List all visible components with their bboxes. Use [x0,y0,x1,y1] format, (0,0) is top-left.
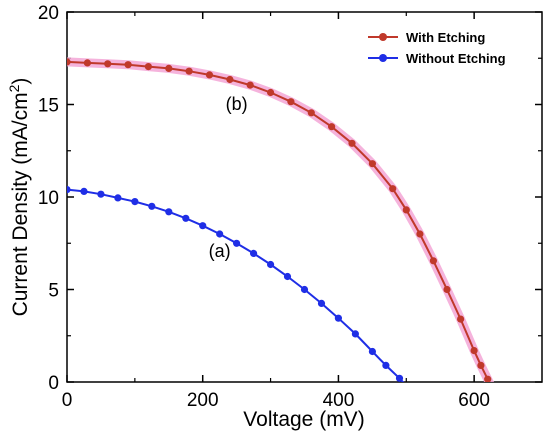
series-point-1 [67,186,71,194]
series-point-0 [389,185,397,193]
series-halo-0 [67,57,495,382]
curve-annotation: (b) [226,94,248,114]
series-point-0 [429,257,437,265]
series-point-1 [199,222,207,230]
series-point-0 [494,397,501,404]
series-point-0 [185,67,193,75]
series-line-0 [67,60,491,382]
series-point-0 [443,285,451,294]
series-point-0 [226,75,234,84]
series-point-0 [165,64,173,72]
legend-label-without-etching: Without Etching [406,51,506,66]
series-point-0 [368,160,376,168]
y-tick-label: 10 [38,188,59,209]
series-point-1 [283,272,292,281]
series-point-0 [491,390,498,397]
series-point-0 [246,81,254,89]
series-point-1 [413,393,420,400]
series-point-1 [368,347,376,356]
curve-annotation: (a) [209,241,231,261]
series-point-1 [300,285,309,294]
legend: With Etching Without Etching [368,30,506,66]
annotations: (b) (a) [209,94,248,261]
legend-marker-with-etching [379,33,387,41]
series-point-1 [97,190,105,198]
series-point-0 [287,98,295,106]
series-point-1 [114,194,122,202]
y-tick-label: 20 [38,3,59,24]
series-point-0 [457,315,465,323]
y-tick-label: 5 [48,281,59,302]
series-point-1 [165,208,173,216]
series-point-1 [80,187,88,195]
x-axis-title: Voltage (mV) [243,408,364,431]
series-point-1 [382,361,390,369]
legend-marker-without-etching [379,54,387,62]
legend-label-with-etching: With Etching [406,30,485,45]
series-point-1 [406,386,413,393]
series-point-0 [144,63,152,71]
series-point-1 [250,249,258,257]
series-point-1 [148,202,156,210]
plot-area [67,57,501,404]
y-axis-title: Current Density (mA/cm2) [6,78,32,317]
series-point-1 [334,314,342,322]
series-point-0 [484,375,492,382]
series-point-0 [307,109,315,117]
series-point-0 [205,71,214,79]
series-point-0 [348,139,356,147]
series-point-1 [317,299,326,307]
x-tick-label: 400 [323,390,355,411]
series-point-1 [351,330,359,338]
series-point-0 [104,60,112,68]
series-point-0 [67,58,71,66]
x-tick-label: 0 [62,390,73,411]
series-point-0 [402,206,410,214]
series-point-0 [477,361,485,369]
series-point-1 [395,374,404,382]
series-point-0 [416,230,424,238]
series-point-1 [233,239,241,247]
x-tick-label: 600 [458,390,490,411]
series-point-1 [216,230,224,238]
series-point-1 [267,260,275,269]
series-point-0 [267,88,275,97]
y-tick-label: 15 [38,96,59,117]
series-point-0 [328,123,336,131]
series-point-1 [182,214,190,222]
series-point-0 [124,61,132,69]
series-point-0 [83,59,91,67]
series-line-1 [67,188,405,382]
x-tick-label: 200 [187,390,219,411]
axis-ticks: 0 200 400 600 0 5 10 15 20 [38,3,542,411]
series-point-0 [470,347,478,355]
series-point-1 [131,198,139,206]
y-tick-label: 0 [48,373,59,394]
